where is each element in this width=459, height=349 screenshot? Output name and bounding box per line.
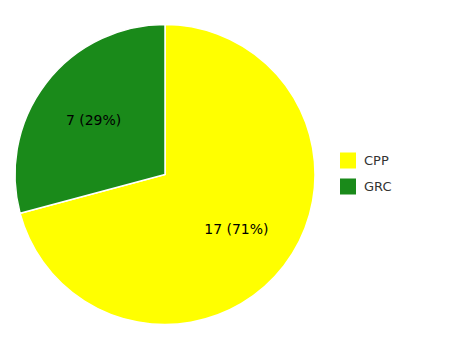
legend-label: CPP [364,153,389,168]
pie-chart: 17 (71%) 7 (29%) CPP GRC [0,0,459,349]
legend-swatch [340,153,356,169]
data-label: 17 (71%) [204,221,268,237]
slices [15,25,315,325]
chart-container: 17 (71%) 7 (29%) CPP GRC [0,0,459,349]
legend-label: GRC [364,179,392,194]
data-label: 7 (29%) [66,112,121,128]
legend: CPP GRC [340,153,392,195]
data-labels: 17 (71%) 7 (29%) [66,112,269,238]
legend-swatch [340,179,356,195]
pie-slice [15,25,165,214]
